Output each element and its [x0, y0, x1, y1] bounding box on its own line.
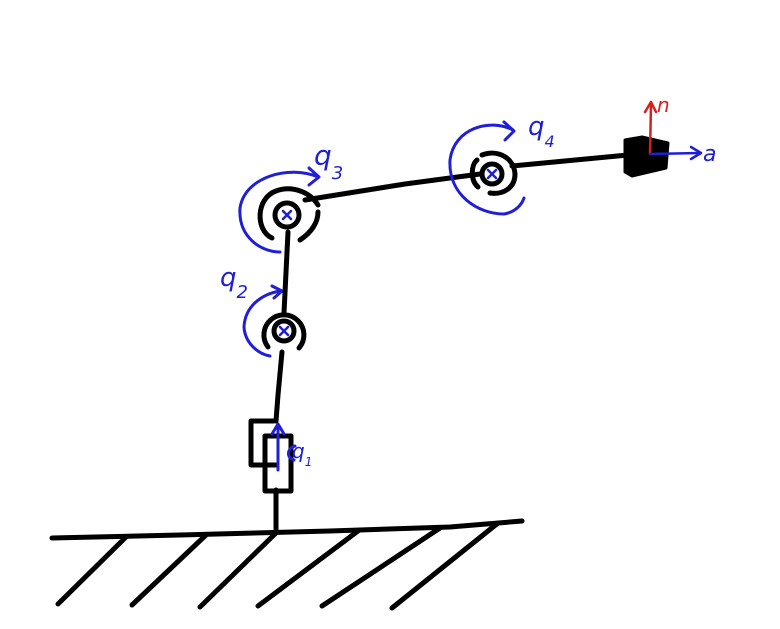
link-4 — [509, 152, 631, 169]
a-axis-label: a — [703, 142, 716, 167]
joint-q4-axis-mark — [486, 168, 498, 180]
hatch-line — [129, 532, 209, 608]
ground-hatch-icon — [49, 518, 525, 611]
hatch-line — [389, 520, 501, 611]
q2-rotation-arrow — [242, 284, 284, 358]
q4-label: q4 — [528, 112, 555, 151]
joint-q4-bracket — [479, 150, 518, 196]
q1-arrowhead — [270, 422, 286, 436]
approach-axis-arrow — [648, 145, 703, 161]
link-2 — [281, 229, 291, 316]
joint-q3-axis-mark — [281, 209, 293, 221]
joint-q4-pin — [479, 161, 505, 187]
q1-hook-arrow — [287, 444, 297, 462]
link-1 — [273, 349, 285, 424]
q3-rotation-arrow — [238, 166, 321, 254]
hatch-line — [197, 530, 279, 610]
q1-motion-indicator — [270, 422, 297, 472]
q4-index: 4 — [545, 132, 555, 151]
normal-axis-arrow — [643, 100, 658, 156]
revolute-joint-icon — [261, 312, 307, 351]
q1-index: 1 — [305, 455, 313, 469]
revolute-joint-icon — [469, 150, 518, 196]
prismatic-joint-icon — [248, 418, 294, 494]
gripper-icon — [623, 135, 670, 178]
hatch-line — [319, 525, 443, 609]
q4-rotation-arrow — [448, 120, 526, 216]
hatch-line — [55, 534, 129, 607]
joint-q2-axis-mark — [278, 325, 290, 337]
q2-label: q2 — [220, 263, 248, 303]
q1-label: q1 — [292, 439, 312, 469]
joint-q3-pin — [272, 200, 302, 230]
joint-q4-bracket-upper — [469, 157, 481, 190]
q2-letter: q — [220, 263, 237, 293]
q1-letter: q — [292, 439, 305, 463]
joint-q3-bracket — [257, 186, 321, 241]
link-3 — [302, 171, 483, 203]
q4-letter: q — [528, 112, 545, 142]
hatch-line — [255, 528, 361, 609]
joint-q2-pin — [271, 318, 297, 344]
joint-q3-bracket-lower — [297, 209, 321, 243]
q3-letter: q — [314, 139, 332, 172]
n-axis-label: n — [657, 93, 670, 117]
revolute-joint-icon — [257, 186, 321, 243]
q2-index: 2 — [237, 282, 248, 303]
ground-line — [49, 518, 525, 541]
q3-label: q3 — [314, 139, 343, 184]
q3-index: 3 — [332, 163, 343, 184]
